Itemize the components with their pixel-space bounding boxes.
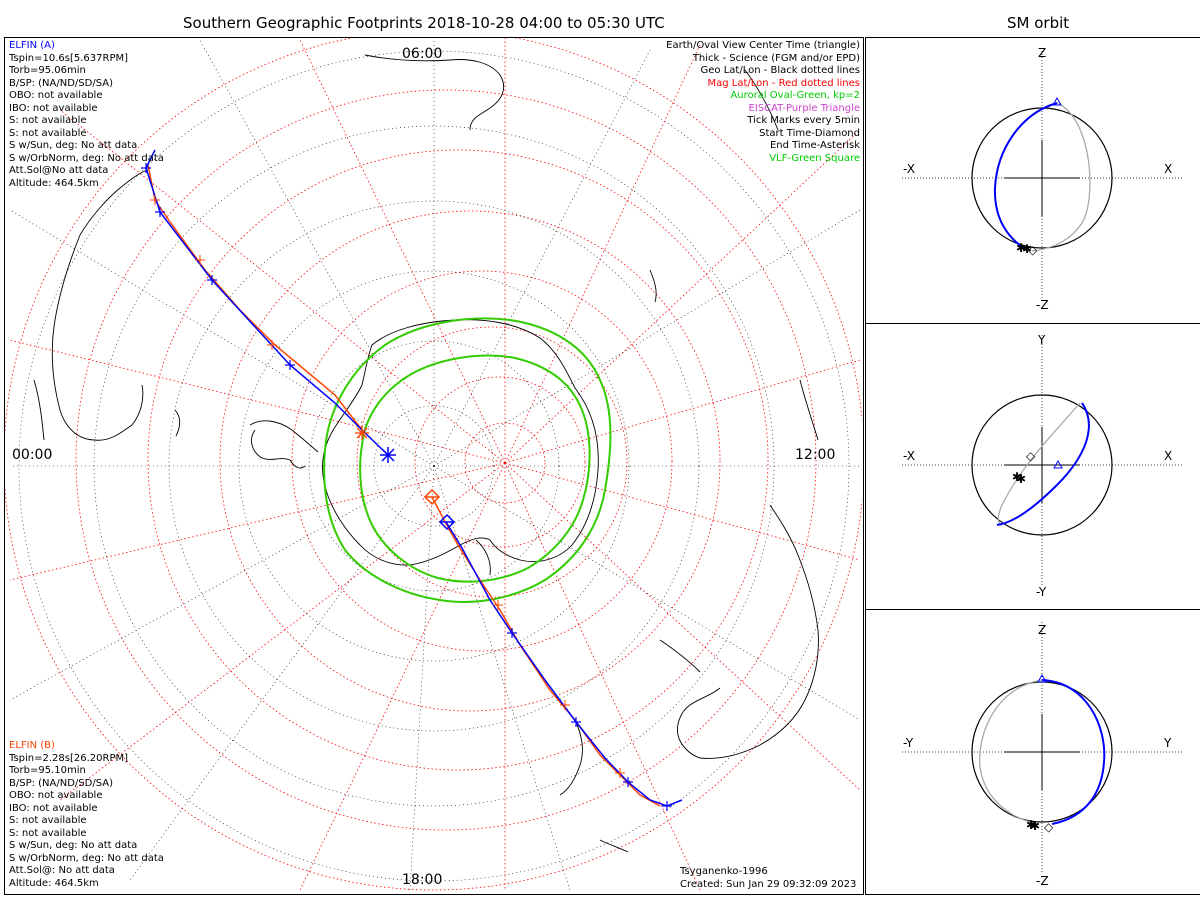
orbit-yz: ✱ ✱ ◇ Z -Z -Y Y — [902, 622, 1182, 888]
elfin-a-info-line: IBO: not available — [9, 102, 98, 114]
legend-item: Geo Lat/Lon - Black dotted lines — [700, 65, 860, 76]
orbit-panel-xy — [865, 323, 1200, 611]
svg-text:✱: ✱ — [1022, 242, 1032, 256]
model-credit: Tsyganenko-1996 — [680, 866, 768, 877]
end-asterisk-a — [380, 447, 396, 463]
created-timestamp: Created: Sun Jan 29 09:32:09 2023 — [680, 878, 857, 890]
orbit-xy-right: X — [1164, 449, 1172, 463]
elfin-a-ticks — [141, 163, 672, 811]
svg-text:◇: ◇ — [1028, 243, 1038, 257]
elfin-b-info-line: S: not available — [9, 815, 87, 826]
end-asterisk-b — [355, 426, 369, 440]
elfin-a-name: ELFIN (A) — [9, 40, 55, 51]
main-title: Southern Geographic Footprints 2018-10-2… — [183, 14, 665, 32]
elfin-b-ticks — [150, 195, 625, 778]
svg-text:✱: ✱ — [1016, 241, 1026, 255]
lt-label-right: 12:00 — [795, 447, 835, 463]
elfin-b-info-line: S w/Sun, deg: No att data — [9, 840, 138, 851]
elfin-a-info-line: B/SP: (NA/ND/SD/SA) — [9, 77, 113, 89]
legend-item: Auroral Oval-Green, kp=2 — [730, 90, 860, 101]
start-diamond-a — [438, 513, 456, 531]
mag-lon-grid — [9, 38, 861, 891]
credit-block: Tsyganenko-1996 Created: Sun Jan 29 09:3… — [680, 866, 856, 891]
svg-text:◇: ◇ — [1026, 449, 1036, 463]
legend: Earth/Oval View Center Time (triangle) Th… — [666, 40, 860, 165]
svg-text:◇: ◇ — [1044, 820, 1054, 834]
elfin-b-info-line: B/SP: (NA/ND/SD/SA) — [9, 777, 113, 789]
orbit-yz-left: -Y — [903, 736, 914, 750]
elfin-a-info-line: S w/Sun, deg: No att data — [9, 140, 138, 151]
mag-lat-grid — [5, 38, 862, 891]
orbit-xy-bottom: -Y — [1036, 585, 1047, 599]
legend-item: EISCAT-Purple Triangle — [748, 102, 861, 114]
orbit-yz-bottom: -Z — [1036, 874, 1049, 888]
svg-text:✱: ✱ — [1012, 470, 1022, 484]
svg-text:✱: ✱ — [1030, 819, 1040, 833]
elfin-a-info-line: S: not available — [9, 115, 87, 126]
elfin-b-info-line: Altitude: 464.5km — [9, 877, 99, 889]
geo-lon-grid — [9, 38, 861, 891]
elfin-a-info-line: S: not available — [9, 127, 87, 139]
elfin-a-info-line: Altitude: 464.5km — [9, 177, 99, 189]
elfin-b-info-line: S w/OrbNorm, deg: No att data — [9, 852, 164, 864]
legend-item: Start Time-Diamond — [759, 127, 860, 139]
elfin-b-info-line: OBO: not available — [9, 790, 103, 801]
legend-item: Tick Marks every 5min — [747, 115, 860, 126]
lt-label-top: 06:00 — [402, 46, 442, 62]
elfin-a-info: ELFIN (A) Tspin=10.6s[5.637RPM] Torb=95.0… — [9, 40, 164, 190]
elfin-b-info-line: Tspin=2.28s[26.20RPM] — [9, 752, 129, 764]
legend-item: End Time-Asterisk — [769, 140, 860, 151]
coastlines — [33, 54, 819, 853]
legend-item: Thick - Science (FGM and/or EPD) — [692, 52, 860, 64]
lt-label-bottom: 18:00 — [402, 872, 442, 888]
legend-item: VLF-Green Square — [769, 152, 860, 164]
orbit-xz: ✱ ✱ ◇ Z -Z -X X — [902, 46, 1182, 312]
orbit-xz-top: Z — [1038, 46, 1046, 60]
svg-text:✱: ✱ — [1026, 818, 1036, 832]
orbit-xy-top: Y — [1037, 333, 1046, 347]
orbit-xy: ✱ ✱ ◇ Y -Y -X X — [902, 333, 1182, 599]
elfin-a-info-line: Tspin=10.6s[5.637RPM] — [9, 52, 129, 64]
elfin-b-info: ELFIN (B) Tspin=2.28s[26.20RPM] Torb=95.1… — [9, 740, 164, 890]
elfin-b-info-line: IBO: not available — [9, 802, 98, 814]
legend-item: Mag Lat/Lon - Red dotted lines — [707, 77, 860, 89]
elfin-a-info-line: OBO: not available — [9, 90, 103, 101]
auroral-oval — [323, 317, 612, 603]
elfin-b-info-line: Att.Sol@: No att data — [9, 865, 115, 876]
orbit-yz-right: Y — [1163, 736, 1172, 750]
orbit-xz-right: X — [1164, 162, 1172, 176]
lt-label-left: 00:00 — [12, 447, 52, 463]
orbit-xy-left: -X — [903, 449, 915, 463]
elfin-b-name: ELFIN (B) — [9, 740, 55, 751]
start-diamond-b — [423, 488, 441, 506]
orbit-xz-bottom: -Z — [1036, 298, 1049, 312]
orbit-panel-title: SM orbit — [1007, 14, 1070, 32]
elfin-a-info-line: Torb=95.06min — [9, 65, 86, 76]
orbit-yz-top: Z — [1038, 623, 1046, 637]
elfin-a-info-line: S w/OrbNorm, deg: No att data — [9, 152, 164, 164]
svg-text:✱: ✱ — [1016, 472, 1026, 486]
elfin-b-info-line: Torb=95.10min — [9, 765, 86, 776]
orbit-xz-left: -X — [903, 162, 915, 176]
elfin-b-info-line: S: not available — [9, 827, 87, 839]
elfin-a-info-line: Att.Sol@No att data — [9, 165, 109, 176]
legend-item: Earth/Oval View Center Time (triangle) — [666, 40, 860, 51]
